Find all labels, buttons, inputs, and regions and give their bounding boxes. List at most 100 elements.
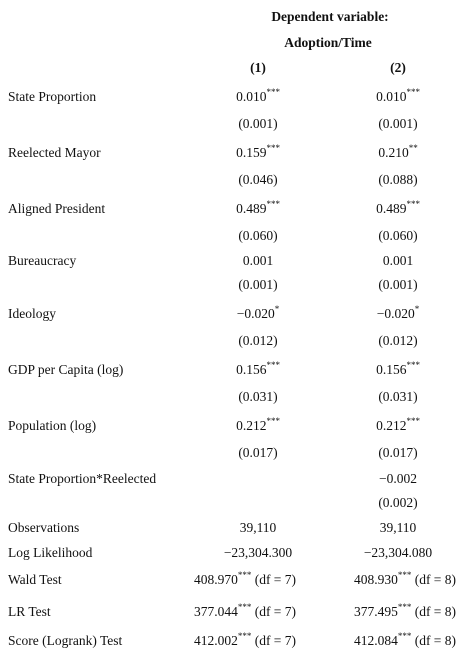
- row-label: Population (log): [8, 418, 97, 433]
- cell: 0.156***: [236, 360, 280, 378]
- cell-value: 0.159: [236, 145, 267, 160]
- stat-label: LR Test: [8, 604, 51, 619]
- cell: 408.930*** (df = 8): [353, 571, 457, 588]
- standard-error: (0.031): [378, 389, 418, 404]
- cell: −23,304.300: [224, 545, 292, 561]
- standard-error: (0.002): [378, 495, 418, 510]
- df-note: (df = 8): [414, 633, 457, 648]
- cell-value: 39,110: [239, 520, 277, 535]
- significance-stars: *: [274, 304, 280, 314]
- df-note: (df = 8): [414, 604, 457, 619]
- cell-value: 0.489: [376, 201, 407, 216]
- significance-stars: ***: [237, 602, 252, 612]
- df-note: (df = 7): [254, 633, 297, 648]
- column-header: (1): [250, 60, 266, 75]
- significance-stars: ***: [397, 631, 412, 641]
- cell-value: 0.010: [376, 89, 407, 104]
- stat-label: Log Likelihood: [8, 545, 93, 560]
- cell-value: 0.156: [376, 362, 407, 377]
- standard-error: (0.001): [238, 277, 278, 292]
- standard-error: (0.001): [238, 116, 278, 131]
- cell-value: 0.156: [236, 362, 267, 377]
- significance-stars: ***: [266, 360, 280, 370]
- row-label: State Proportion*Reelected: [8, 471, 157, 486]
- cell-value: −0.020: [236, 306, 275, 321]
- cell-value: 377.495: [353, 604, 398, 619]
- cell-value: 377.044: [193, 604, 238, 619]
- row-label: Bureaucracy: [8, 253, 77, 268]
- cell: 0.212***: [236, 416, 280, 434]
- standard-error: (0.060): [378, 228, 418, 243]
- significance-stars: ***: [406, 199, 420, 209]
- cell: 377.495*** (df = 8): [353, 602, 457, 620]
- cell-value: 0.001: [242, 253, 274, 268]
- cell: 412.002*** (df = 7): [193, 632, 297, 649]
- standard-error: (0.060): [238, 228, 278, 243]
- dependent-name: Adoption/Time: [284, 35, 372, 50]
- cell: 0.001: [243, 253, 273, 269]
- significance-stars: ***: [266, 143, 280, 153]
- standard-error: (0.001): [378, 277, 418, 292]
- cell: −0.020*: [376, 304, 420, 322]
- standard-error: (0.017): [378, 445, 418, 460]
- stat-label: Wald Test: [8, 572, 62, 587]
- df-note: (df = 7): [254, 604, 297, 619]
- significance-stars: ***: [266, 199, 280, 209]
- cell-value: 0.001: [382, 253, 414, 268]
- cell-value: −0.002: [379, 471, 417, 486]
- significance-stars: ***: [397, 602, 412, 612]
- stat-label: Observations: [8, 520, 80, 535]
- cell: 0.489***: [236, 199, 280, 217]
- standard-error: (0.046): [238, 172, 278, 187]
- standard-error: (0.001): [378, 116, 418, 131]
- standard-error: (0.031): [238, 389, 278, 404]
- significance-stars: *: [414, 304, 420, 314]
- row-label: Ideology: [8, 306, 56, 321]
- cell: 0.212***: [376, 416, 420, 434]
- cell: 39,110: [240, 520, 277, 536]
- standard-error: (0.088): [378, 172, 418, 187]
- row-label: GDP per Capita (log): [8, 362, 124, 377]
- df-note: (df = 8): [414, 572, 457, 587]
- standard-error: (0.012): [378, 333, 418, 348]
- cell-value: −23,304.300: [223, 545, 293, 560]
- cell: −23,304.080: [364, 545, 432, 561]
- cell-value: 0.212: [376, 418, 407, 433]
- cell: 408.970*** (df = 7): [193, 570, 297, 588]
- cell-value: 408.930: [353, 572, 398, 587]
- column-header: (2): [390, 60, 406, 75]
- cell: 0.210**: [378, 143, 418, 161]
- significance-stars: **: [408, 143, 418, 153]
- row-label: Aligned President: [8, 201, 106, 216]
- significance-stars: ***: [406, 416, 420, 426]
- cell-value: 412.084: [353, 633, 398, 648]
- cell: 377.044*** (df = 7): [193, 602, 297, 620]
- cell: 0.159***: [236, 143, 280, 161]
- df-note: (df = 7): [254, 572, 297, 587]
- cell-value: 39,110: [379, 520, 417, 535]
- standard-error: (0.012): [238, 333, 278, 348]
- significance-stars: ***: [266, 416, 280, 426]
- cell: −0.020*: [236, 304, 280, 322]
- significance-stars: ***: [406, 360, 420, 370]
- cell-value: −23,304.080: [363, 545, 433, 560]
- significance-stars: ***: [266, 87, 280, 97]
- cell-value: 0.212: [236, 418, 267, 433]
- significance-stars: ***: [406, 87, 420, 97]
- cell: 0.156***: [376, 360, 420, 378]
- standard-error: (0.017): [238, 445, 278, 460]
- cell-value: 412.002: [193, 633, 238, 648]
- significance-stars: ***: [237, 570, 252, 580]
- cell: −0.002: [379, 471, 417, 487]
- row-label: State Proportion: [8, 89, 97, 104]
- row-label: Reelected Mayor: [8, 145, 101, 160]
- dependent-label: Dependent variable:: [271, 9, 389, 24]
- cell: 0.010***: [376, 87, 420, 105]
- cell: 39,110: [380, 520, 417, 536]
- cell-value: 0.489: [236, 201, 267, 216]
- cell-value: −0.020: [376, 306, 415, 321]
- cell: 0.489***: [376, 199, 420, 217]
- cell-value: 0.210: [378, 145, 409, 160]
- cell-value: 408.970: [193, 572, 238, 587]
